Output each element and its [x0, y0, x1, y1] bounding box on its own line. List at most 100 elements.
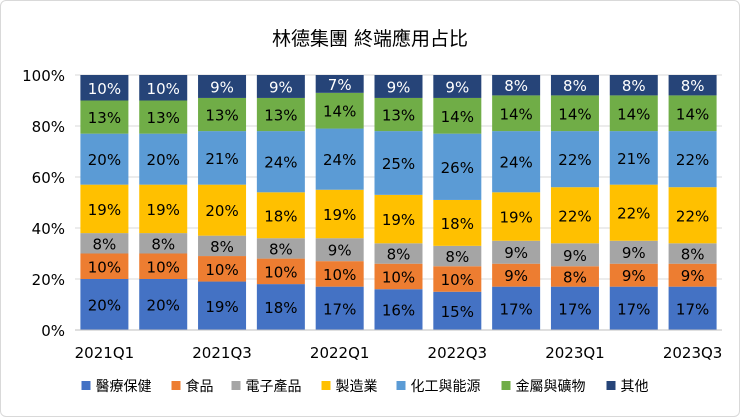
- bar-segment: [433, 245, 482, 267]
- data-label: 14%: [323, 103, 356, 121]
- data-label: 20%: [205, 202, 238, 220]
- bar-segment: [80, 233, 129, 254]
- bar-segment: [550, 243, 599, 267]
- bar-segment: [315, 128, 364, 190]
- bar-segment: [256, 258, 305, 285]
- data-label: 8%: [681, 77, 705, 95]
- data-label: 9%: [269, 78, 293, 96]
- x-tick-label: 2023Q3: [663, 344, 723, 362]
- data-label: 18%: [264, 299, 297, 317]
- bar-segment: [198, 97, 247, 132]
- data-label: 17%: [676, 300, 709, 318]
- bar-segment: [315, 92, 364, 129]
- bar-segment: [609, 240, 658, 264]
- data-label: 13%: [205, 107, 238, 125]
- bar-segment: [668, 187, 717, 244]
- bar-segment: [80, 279, 129, 330]
- legend-swatch: [396, 381, 406, 390]
- bar-segment: [256, 284, 305, 330]
- data-label: 19%: [88, 201, 121, 219]
- bar-segment: [609, 184, 658, 241]
- bar-segment: [492, 95, 541, 132]
- y-tick-label: 60%: [32, 169, 65, 187]
- bar-segment: [550, 286, 599, 330]
- bar-segment: [492, 286, 541, 330]
- data-label: 22%: [558, 207, 591, 225]
- data-label: 8%: [210, 238, 234, 256]
- data-label: 10%: [441, 271, 474, 289]
- data-label: 21%: [205, 150, 238, 168]
- bar-segment: [256, 192, 305, 239]
- bar-segment: [668, 75, 717, 96]
- legend-item: 金屬與礦物: [501, 378, 586, 395]
- legend-label: 食品: [186, 378, 214, 395]
- data-label: 10%: [147, 258, 180, 276]
- bar-segment: [139, 100, 188, 134]
- y-tick-label: 80%: [32, 118, 65, 136]
- data-label: 8%: [563, 77, 587, 95]
- data-label: 8%: [563, 268, 587, 286]
- x-tick-label: 2022Q1: [310, 344, 370, 362]
- data-label: 13%: [88, 109, 121, 127]
- data-label: 22%: [676, 151, 709, 169]
- data-label: 19%: [382, 211, 415, 229]
- legend-swatch: [501, 381, 511, 390]
- bar-segment: [668, 131, 717, 188]
- x-tick-label: 2021Q1: [75, 344, 135, 362]
- bar-segment: [609, 75, 658, 96]
- bar-segment: [256, 75, 305, 98]
- bar-segment: [374, 75, 423, 98]
- x-tick-label: 2021Q3: [192, 344, 252, 362]
- legend-item: 食品: [171, 378, 214, 395]
- bar-segment: [256, 238, 305, 259]
- bar-segment: [609, 263, 658, 287]
- data-label: 20%: [88, 297, 121, 315]
- bar-segment: [374, 243, 423, 264]
- bar-segment: [315, 286, 364, 330]
- data-label: 9%: [504, 267, 528, 285]
- bar-segment: [433, 291, 482, 330]
- bar-segment: [492, 240, 541, 264]
- data-label: 22%: [558, 151, 591, 169]
- bar-segment: [139, 133, 188, 185]
- data-label: 14%: [558, 105, 591, 123]
- data-label: 25%: [382, 155, 415, 173]
- data-label: 14%: [441, 108, 474, 126]
- bar-segment: [550, 75, 599, 96]
- data-label: 8%: [681, 246, 705, 264]
- bar-segment: [550, 187, 599, 244]
- data-label: 15%: [441, 303, 474, 321]
- bar-segment: [668, 263, 717, 287]
- legend-label: 醫療保健: [96, 378, 152, 395]
- bar-segment: [198, 131, 247, 185]
- data-label: 22%: [617, 205, 650, 223]
- data-label: 21%: [617, 150, 650, 168]
- bar-segment: [374, 289, 423, 330]
- bar-segment: [550, 131, 599, 188]
- data-label: 14%: [676, 105, 709, 123]
- bar-segment: [198, 184, 247, 236]
- bar-segment: [492, 131, 541, 193]
- legend-label: 其他: [621, 379, 649, 395]
- data-label: 10%: [88, 80, 121, 98]
- data-label: 9%: [681, 267, 705, 285]
- data-label: 8%: [151, 235, 175, 253]
- bar-segment: [668, 95, 717, 132]
- data-label: 9%: [504, 244, 528, 262]
- bar-segment: [550, 266, 599, 287]
- bar-segment: [315, 75, 364, 93]
- data-label: 9%: [563, 247, 587, 265]
- bar-segment: [374, 131, 423, 195]
- bar-segment: [198, 75, 247, 98]
- data-label: 18%: [441, 215, 474, 233]
- x-tick-label: 2022Q3: [428, 344, 488, 362]
- data-label: 9%: [210, 78, 234, 96]
- bar-segment: [492, 75, 541, 96]
- data-label: 9%: [622, 244, 646, 262]
- legend-swatch: [171, 381, 181, 390]
- bar-segment: [256, 131, 305, 193]
- bar-segment: [139, 253, 188, 279]
- data-label: 16%: [382, 302, 415, 320]
- data-label: 14%: [617, 105, 650, 123]
- data-label: 24%: [323, 151, 356, 169]
